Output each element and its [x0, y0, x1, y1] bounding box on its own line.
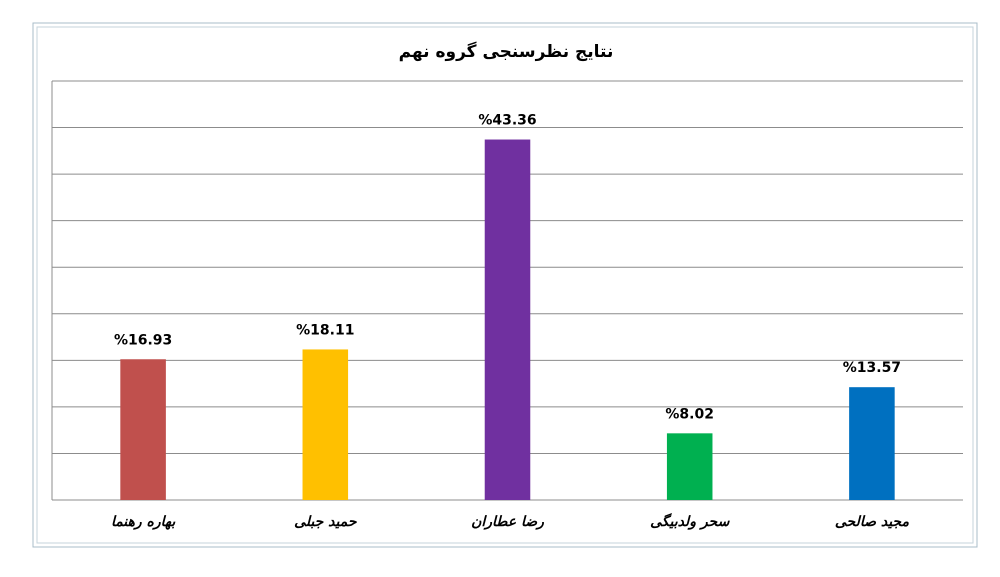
x-tick-label: رضا عطاران [471, 514, 544, 530]
bar [484, 139, 531, 500]
x-tick-label: بهاره رهنما [111, 514, 176, 530]
value-label: %8.02 [665, 406, 714, 422]
value-label: %18.11 [296, 322, 354, 338]
bar [120, 359, 166, 500]
bar [666, 433, 713, 500]
value-label: %13.57 [843, 360, 901, 376]
bar [302, 349, 349, 500]
x-tick-label: حمید جبلی [294, 514, 358, 530]
x-tick-label: مجید صالحی [835, 514, 910, 530]
value-label: %43.36 [478, 113, 536, 129]
bar [849, 387, 895, 500]
chart-title: نتایج نظرسنجی گروه نهم [399, 41, 614, 62]
x-tick-label: سحر ولدبیگی [650, 513, 731, 530]
value-label: %16.93 [114, 332, 172, 348]
frame-outer [32, 22, 978, 548]
